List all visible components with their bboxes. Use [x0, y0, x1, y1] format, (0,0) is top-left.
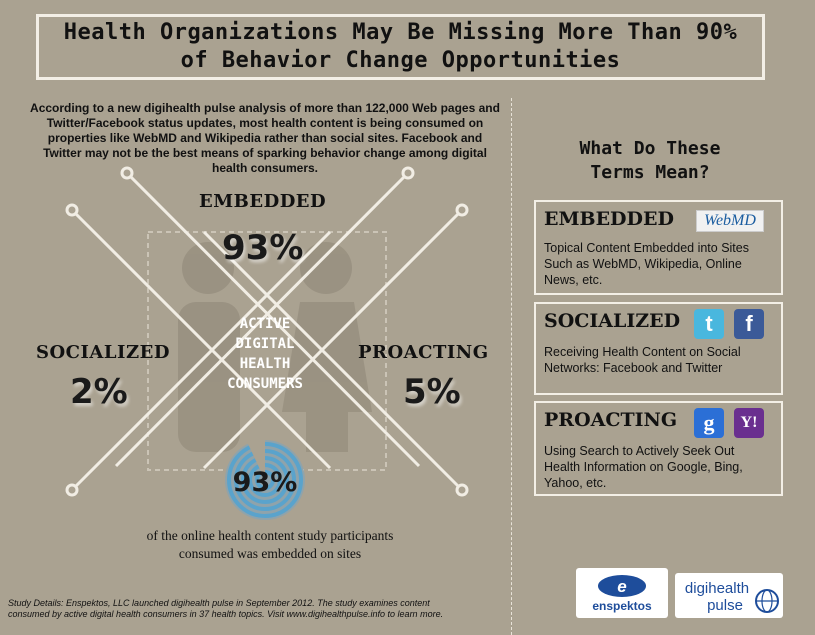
title-line-1: Health Organizations May Be Missing More… — [63, 20, 738, 45]
ring-chart — [225, 438, 305, 520]
term-box-socialized: SOCIALIZED t f Receiving Health Content … — [534, 302, 783, 395]
enspektos-logo: e enspektos — [576, 568, 668, 618]
side-heading-line-1: What Do These — [579, 138, 721, 159]
term-title: SOCIALIZED — [544, 310, 681, 332]
enspektos-mark-icon: e enspektos — [592, 575, 652, 613]
webmd-logo: WebMD — [696, 210, 764, 232]
term-box-embedded: EMBEDDED WebMD Topical Content Embedded … — [534, 200, 783, 295]
study-footnote: Study Details: Enspektos, LLC launched d… — [8, 598, 444, 619]
side-heading: What Do These Terms Mean? — [530, 137, 770, 185]
term-description: Topical Content Embedded into Sites Such… — [544, 241, 749, 287]
digihealth-pulse-logo: digihealth pulse — [675, 573, 783, 618]
pulse-wordmark: pulse — [707, 597, 743, 614]
section-divider — [511, 98, 512, 635]
enspektos-wordmark: enspektos — [592, 599, 652, 613]
term-description: Receiving Health Content on Social Netwo… — [544, 345, 741, 375]
title-line-2: of Behavior Change Opportunities — [180, 48, 621, 73]
center-label-line: CONSUMERS — [227, 376, 303, 392]
term-description: Using Search to Actively Seek Out Health… — [544, 444, 743, 490]
embedded-value: 93% — [222, 228, 304, 268]
term-title: PROACTING — [544, 409, 678, 431]
yahoo-icon: Y! — [734, 408, 764, 438]
x-lines — [70, 171, 464, 492]
proacting-value: 5% — [403, 372, 461, 412]
twitter-icon: t — [694, 309, 724, 339]
digihealth-wordmark: digihealth — [685, 580, 749, 597]
side-heading-line-2: Terms Mean? — [590, 162, 710, 183]
center-label-line: DIGITAL — [235, 336, 295, 352]
proacting-label: PROACTING — [358, 342, 489, 363]
center-label-line: ACTIVE — [239, 316, 291, 332]
intro-text: According to a new digihealth pulse anal… — [30, 101, 500, 175]
socialized-value: 2% — [70, 372, 128, 412]
line-end-dots — [65, 166, 469, 497]
google-icon: g — [694, 408, 724, 438]
center-label: ACTIVE DIGITAL HEALTH CONSUMERS — [215, 314, 315, 394]
people-silhouette — [178, 242, 372, 452]
ring-caption: of the online health content study parti… — [146, 528, 394, 561]
globe-icon: digihealth pulse — [685, 580, 779, 614]
ring-value: 93% — [233, 467, 298, 498]
term-box-proacting: PROACTING g Y! Using Search to Actively … — [534, 401, 783, 496]
term-title: EMBEDDED — [544, 208, 674, 230]
center-label-line: HEALTH — [239, 356, 291, 372]
facebook-icon: f — [734, 309, 764, 339]
title-banner: Health Organizations May Be Missing More… — [36, 14, 765, 80]
socialized-label: SOCIALIZED — [36, 342, 170, 363]
enspektos-mark: e — [617, 577, 626, 596]
embedded-label: EMBEDDED — [199, 191, 327, 212]
